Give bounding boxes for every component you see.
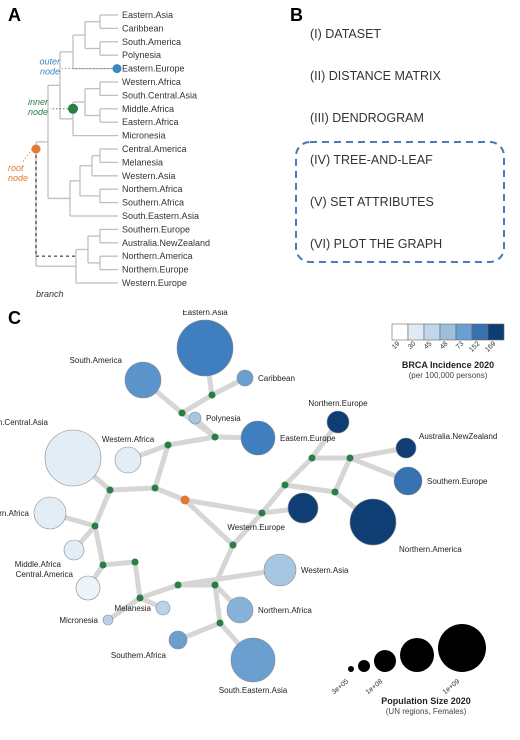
svg-text:Northern.Africa: Northern.Africa bbox=[258, 606, 312, 615]
svg-text:Micronesia: Micronesia bbox=[59, 616, 98, 625]
svg-text:South.America: South.America bbox=[122, 37, 181, 47]
svg-text:Western.Asia: Western.Asia bbox=[301, 566, 349, 575]
svg-text:Australia.NewZealand: Australia.NewZealand bbox=[419, 432, 497, 441]
svg-text:Melanesia: Melanesia bbox=[122, 157, 163, 167]
svg-text:Northern.Europe: Northern.Europe bbox=[308, 399, 368, 408]
dendrogram-panel: branch Eastern.Asia Caribbean South.America… bbox=[0, 0, 270, 305]
svg-text:inner: inner bbox=[28, 97, 49, 107]
svg-text:South.America: South.America bbox=[70, 356, 123, 365]
svg-text:branch: branch bbox=[36, 289, 64, 299]
svg-text:Western.Europe: Western.Europe bbox=[227, 523, 285, 532]
workflow-panel: (I) DATASET (II) DISTANCE MATRIX (III) DEN… bbox=[280, 0, 520, 305]
svg-text:(VI) PLOT THE GRAPH: (VI) PLOT THE GRAPH bbox=[310, 237, 442, 251]
svg-text:(V) SET ATTRIBUTES: (V) SET ATTRIBUTES bbox=[310, 195, 434, 209]
svg-text:Southern.Africa: Southern.Africa bbox=[111, 651, 167, 660]
svg-text:Southern.Europe: Southern.Europe bbox=[427, 477, 488, 486]
svg-text:Northern.America: Northern.America bbox=[122, 251, 193, 261]
svg-text:Central.America: Central.America bbox=[16, 570, 74, 579]
svg-text:Caribbean: Caribbean bbox=[122, 23, 164, 33]
svg-text:Eastern.Europe: Eastern.Europe bbox=[280, 434, 336, 443]
svg-text:(UN regions, Females): (UN regions, Females) bbox=[386, 707, 467, 716]
svg-text:Western.Asia: Western.Asia bbox=[122, 171, 175, 181]
svg-text:1e+09: 1e+09 bbox=[442, 678, 462, 696]
svg-text:Western.Africa: Western.Africa bbox=[102, 435, 155, 444]
svg-text:Melanesia: Melanesia bbox=[115, 604, 152, 613]
svg-text:Eastern.Africa: Eastern.Africa bbox=[0, 509, 30, 518]
svg-text:Middle.Africa: Middle.Africa bbox=[122, 104, 174, 114]
svg-text:169: 169 bbox=[484, 340, 497, 353]
svg-text:root: root bbox=[8, 163, 24, 173]
svg-text:node: node bbox=[8, 173, 28, 183]
svg-text:Northern.Africa: Northern.Africa bbox=[122, 184, 183, 194]
svg-text:73: 73 bbox=[455, 340, 466, 351]
svg-text:Micronesia: Micronesia bbox=[122, 131, 166, 141]
svg-text:outer: outer bbox=[39, 57, 61, 67]
svg-text:Western.Africa: Western.Africa bbox=[122, 77, 181, 87]
svg-text:Caribbean: Caribbean bbox=[258, 374, 295, 383]
svg-text:Northern.America: Northern.America bbox=[399, 545, 462, 554]
svg-text:30: 30 bbox=[407, 340, 418, 351]
svg-text:Eastern.Africa: Eastern.Africa bbox=[122, 117, 179, 127]
svg-text:152: 152 bbox=[468, 340, 481, 353]
svg-text:BRCA Incidence 2020: BRCA Incidence 2020 bbox=[402, 360, 494, 370]
svg-text:Polynesia: Polynesia bbox=[122, 50, 161, 60]
svg-text:Western.Europe: Western.Europe bbox=[122, 278, 187, 288]
svg-text:Southern.Europe: Southern.Europe bbox=[122, 224, 190, 234]
svg-text:Southern.Africa: Southern.Africa bbox=[122, 198, 184, 208]
svg-text:Australia.NewZealand: Australia.NewZealand bbox=[122, 238, 210, 248]
svg-text:(II) DISTANCE MATRIX: (II) DISTANCE MATRIX bbox=[310, 69, 441, 83]
svg-text:Middle.Africa: Middle.Africa bbox=[15, 560, 62, 569]
svg-text:(per 100,000 persons): (per 100,000 persons) bbox=[409, 371, 488, 380]
svg-text:node: node bbox=[28, 107, 48, 117]
network-panel: Eastern.Asia Caribbean South.America Polyne… bbox=[0, 310, 520, 740]
svg-text:19: 19 bbox=[391, 340, 402, 351]
svg-text:South.Eastern.Asia: South.Eastern.Asia bbox=[122, 211, 199, 221]
svg-text:45: 45 bbox=[423, 340, 434, 351]
svg-text:South.Central.Asia: South.Central.Asia bbox=[122, 90, 197, 100]
svg-text:(IV) TREE-AND-LEAF: (IV) TREE-AND-LEAF bbox=[310, 153, 433, 167]
svg-text:Population Size 2020: Population Size 2020 bbox=[381, 696, 471, 706]
svg-text:South.Eastern.Asia: South.Eastern.Asia bbox=[219, 686, 288, 695]
svg-text:(III) DENDROGRAM: (III) DENDROGRAM bbox=[310, 111, 424, 125]
svg-text:48: 48 bbox=[439, 340, 450, 351]
svg-text:1e+08: 1e+08 bbox=[365, 678, 385, 696]
svg-text:node: node bbox=[40, 67, 60, 77]
svg-text:Northern.Europe: Northern.Europe bbox=[122, 265, 189, 275]
svg-text:3e+05: 3e+05 bbox=[331, 678, 351, 696]
svg-text:Polynesia: Polynesia bbox=[206, 414, 241, 423]
svg-text:Eastern.Europe: Eastern.Europe bbox=[122, 64, 185, 74]
svg-text:(I) DATASET: (I) DATASET bbox=[310, 27, 381, 41]
svg-text:South.Central.Asia: South.Central.Asia bbox=[0, 418, 49, 427]
svg-text:Eastern.Asia: Eastern.Asia bbox=[122, 10, 173, 20]
svg-text:Eastern.Asia: Eastern.Asia bbox=[182, 310, 228, 317]
svg-text:Central.America: Central.America bbox=[122, 144, 187, 154]
